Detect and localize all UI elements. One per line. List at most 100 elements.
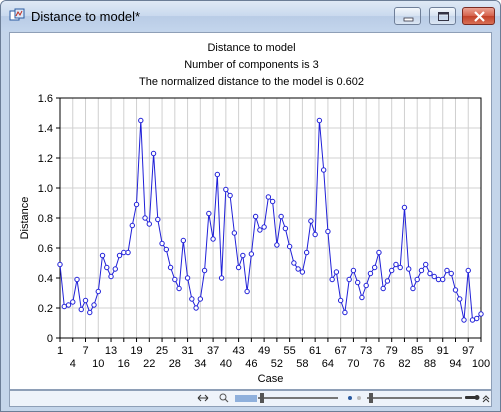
data-point[interactable] [240,252,246,259]
title-bar[interactable]: Distance to model* [1,1,500,31]
data-point[interactable] [74,276,80,283]
data-point[interactable] [180,237,187,244]
data-point[interactable] [78,306,84,313]
data-point[interactable] [350,267,357,274]
maximize-button[interactable] [429,7,456,25]
data-point[interactable] [235,264,242,271]
data-point[interactable] [435,276,442,283]
data-point[interactable] [414,276,420,283]
data-point[interactable] [197,296,204,302]
data-point[interactable] [457,296,463,302]
data-point[interactable] [278,213,284,220]
data-point[interactable] [87,309,93,316]
data-point[interactable] [261,224,267,230]
data-point[interactable] [325,228,331,235]
data-point[interactable] [312,231,318,238]
data-point[interactable] [57,261,63,268]
data-point[interactable] [257,227,263,233]
data-point[interactable] [189,296,195,302]
data-point[interactable] [401,204,408,211]
collapse-icon[interactable] [482,395,490,403]
data-point[interactable] [252,213,259,220]
data-point[interactable] [354,279,361,286]
data-point[interactable] [346,276,352,283]
data-point[interactable] [474,315,480,322]
data-point[interactable] [427,270,433,277]
data-point[interactable] [214,171,221,178]
data-point[interactable] [333,269,340,275]
data-point[interactable] [376,249,382,256]
data-point[interactable] [193,305,199,311]
minimize-button[interactable] [394,7,421,25]
distance-chart[interactable]: 00.20.40.60.81.01.21.41.6 14710131619222… [10,33,493,389]
data-point[interactable] [206,210,212,217]
data-point[interactable] [393,261,399,268]
point-size-slider[interactable] [367,393,462,403]
data-point[interactable] [269,198,276,205]
data-point[interactable] [320,167,327,173]
data-point[interactable] [227,192,233,199]
data-point[interactable] [155,216,161,223]
data-point[interactable] [291,260,297,266]
data-point[interactable] [274,242,280,248]
data-point[interactable] [342,309,348,316]
marker-toggle[interactable] [348,396,361,400]
data-point[interactable] [444,267,450,274]
data-point[interactable] [380,285,386,292]
data-point[interactable] [163,246,170,253]
data-point[interactable] [367,270,374,277]
data-point[interactable] [397,264,403,271]
zoom-icon[interactable] [219,393,229,403]
data-point[interactable] [469,317,476,323]
data-point[interactable] [65,302,72,308]
data-point[interactable] [410,285,416,292]
data-point[interactable] [303,249,310,256]
data-point[interactable] [129,222,135,229]
data-point[interactable] [201,267,208,274]
data-point[interactable] [363,282,369,289]
data-point[interactable] [108,273,114,280]
data-point[interactable] [218,275,225,281]
data-point[interactable] [167,264,174,271]
data-point[interactable] [61,303,67,310]
data-point[interactable] [116,252,123,259]
data-point[interactable] [461,317,467,323]
data-point[interactable] [82,297,89,304]
data-point[interactable] [104,264,110,271]
data-point[interactable] [329,276,335,283]
data-point[interactable] [184,275,191,281]
data-point[interactable] [452,287,459,293]
scale-slider[interactable] [235,393,338,403]
data-point[interactable] [465,267,471,274]
data-point[interactable] [384,278,391,284]
data-point[interactable] [138,117,144,124]
data-point[interactable] [133,201,140,208]
data-point[interactable] [159,240,165,247]
data-point[interactable] [388,267,395,274]
data-point[interactable] [125,249,131,256]
pan-icon[interactable] [197,394,209,402]
data-point[interactable] [431,273,437,280]
data-point[interactable] [359,294,365,301]
data-point[interactable] [299,269,306,275]
data-point[interactable] [176,285,182,292]
data-point[interactable] [91,302,97,308]
key-icon[interactable] [465,395,480,400]
data-point[interactable] [478,311,484,317]
data-point[interactable] [423,261,429,268]
data-point[interactable] [448,270,454,277]
data-point[interactable] [316,117,323,124]
data-point[interactable] [371,264,378,271]
data-point[interactable] [406,266,412,272]
data-point[interactable] [231,230,238,236]
data-point[interactable] [244,288,250,295]
data-point[interactable] [99,252,106,259]
data-point[interactable] [440,276,446,283]
data-point[interactable] [142,215,148,221]
data-point[interactable] [70,299,76,305]
data-point[interactable] [282,225,289,232]
data-point[interactable] [286,243,293,250]
data-point[interactable] [308,218,314,224]
data-point[interactable] [121,249,127,256]
data-point[interactable] [112,266,118,272]
